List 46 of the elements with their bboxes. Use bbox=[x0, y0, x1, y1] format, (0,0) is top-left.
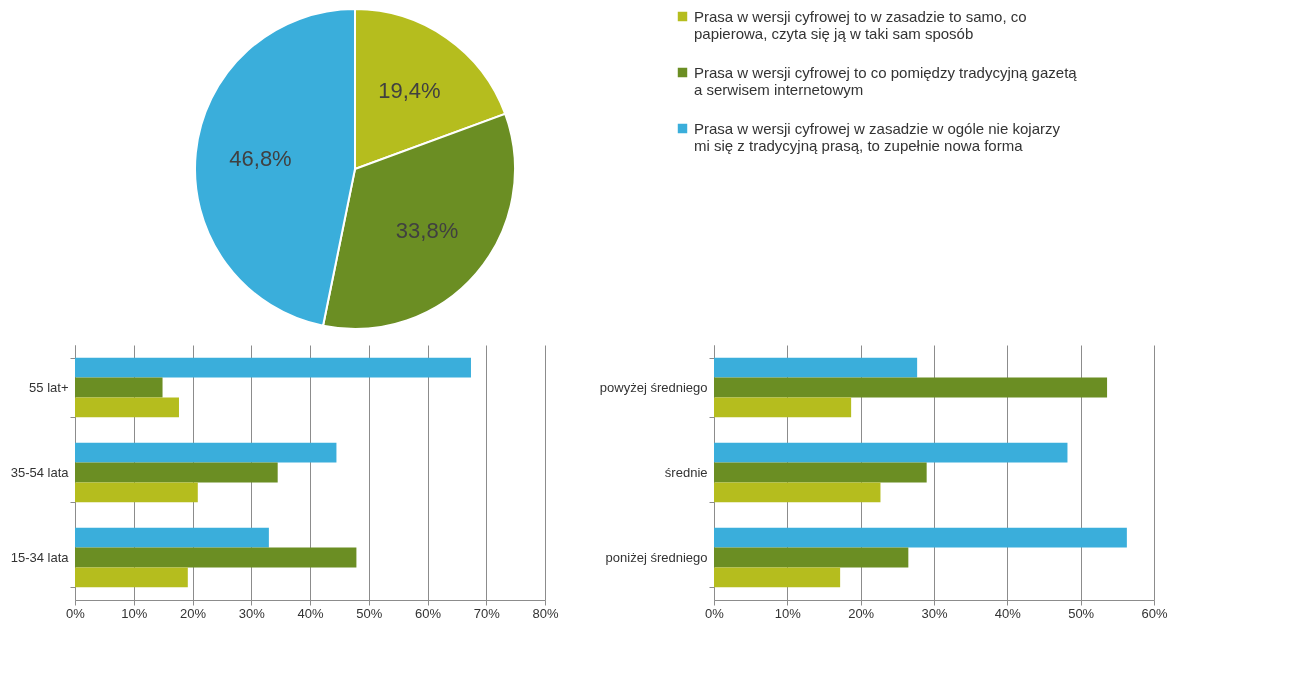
bar bbox=[714, 377, 1108, 398]
data-label: 19,4% bbox=[378, 78, 441, 104]
legend-label: Prasa w wersji cyfrowej w zasadzie w ogóle nie kojarzy mi się z tradycyjną prasą, to zupełnie nowa forma bbox=[694, 119, 1061, 154]
bar bbox=[75, 397, 179, 418]
data-label: 46,8% bbox=[229, 146, 292, 172]
x-tick-label: 20% bbox=[848, 605, 875, 621]
bar bbox=[714, 567, 841, 588]
y-tick-label: 35-54 lata bbox=[10, 465, 70, 480]
bar bbox=[75, 482, 198, 503]
bar bbox=[75, 377, 163, 398]
y-tick-label: powyżej średniego bbox=[599, 380, 708, 395]
x-tick-label: 80% bbox=[532, 605, 559, 621]
y-tick-label: 15-34 lata bbox=[10, 550, 70, 565]
y-tick-label: średnie bbox=[664, 465, 708, 480]
bar bbox=[75, 567, 188, 588]
x-tick-label: 10% bbox=[121, 605, 148, 621]
legend-label: Prasa w wersji cyfrowej to w zasadzie to samo, co papierowa, czyta się ją w taki sam sposób bbox=[694, 7, 1027, 42]
bar bbox=[75, 442, 337, 463]
x-tick-label: 60% bbox=[414, 605, 442, 621]
bar bbox=[75, 357, 471, 378]
bar bbox=[714, 547, 909, 568]
data-label: 33,8% bbox=[395, 217, 459, 243]
x-tick-label: 50% bbox=[1068, 605, 1095, 621]
x-tick-label: 40% bbox=[994, 605, 1022, 621]
x-tick-label: 70% bbox=[473, 605, 501, 621]
legend-label: Prasa w wersji cyfrowej to co pomiędzy tradycyjną gazetą a serwisem internetowym bbox=[694, 63, 1078, 98]
bar bbox=[714, 357, 918, 378]
x-tick-label: 40% bbox=[297, 605, 324, 621]
bar bbox=[714, 482, 881, 503]
bar bbox=[714, 397, 852, 418]
x-tick-label: 60% bbox=[1141, 605, 1168, 621]
bar bbox=[714, 442, 1068, 463]
x-tick-label: 10% bbox=[774, 605, 802, 621]
x-tick-label: 0% bbox=[66, 605, 86, 621]
x-tick-label: 0% bbox=[705, 605, 725, 621]
y-tick-label: 55 lat+ bbox=[29, 380, 69, 395]
y-tick-label: poniżej średniego bbox=[605, 550, 708, 565]
bar bbox=[714, 527, 1127, 548]
x-tick-label: 30% bbox=[921, 605, 948, 621]
bar bbox=[75, 527, 269, 548]
x-tick-label: 30% bbox=[238, 605, 266, 621]
bar bbox=[75, 547, 357, 568]
bar bbox=[75, 462, 278, 483]
bar bbox=[714, 462, 927, 483]
x-tick-label: 20% bbox=[179, 605, 207, 621]
x-tick-label: 50% bbox=[356, 605, 383, 621]
